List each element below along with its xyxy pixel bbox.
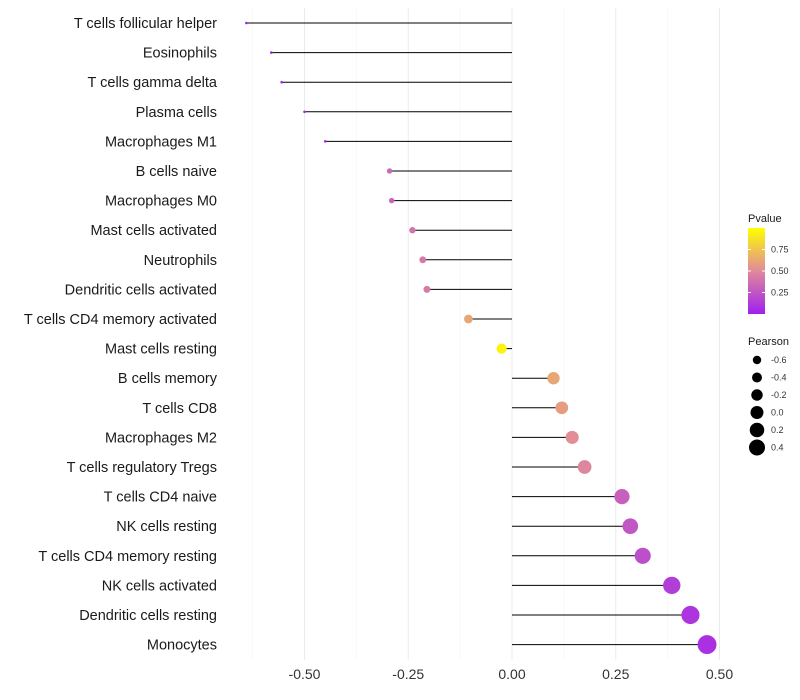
category-label: B cells naive [136, 164, 217, 180]
pearson-legend-dot [749, 422, 765, 438]
x-tick-label: 0.25 [602, 666, 629, 682]
category-label: NK cells resting [116, 519, 217, 535]
category-label: Monocytes [147, 638, 217, 654]
data-point [614, 488, 630, 505]
category-label: Eosinophils [143, 46, 217, 62]
data-point [423, 285, 431, 293]
stems [246, 22, 708, 646]
pearson-legend-label: 0.0 [771, 408, 784, 418]
pearson-legend-dot [748, 439, 766, 456]
category-label: T cells CD4 memory resting [38, 549, 217, 565]
category-label: T cells CD4 naive [104, 490, 217, 506]
category-label: B cells memory [118, 371, 218, 387]
category-label: Dendritic cells resting [79, 608, 217, 624]
pearson-legend-label: -0.4 [771, 373, 787, 383]
pearson-legend-label: -0.2 [771, 390, 787, 400]
category-label: Macrophages M1 [105, 134, 217, 150]
category-label: NK cells activated [102, 578, 217, 594]
data-point [555, 401, 569, 415]
data-point [245, 21, 248, 25]
data-point [634, 547, 651, 564]
data-point [409, 227, 416, 234]
data-point [547, 372, 560, 385]
category-label: Plasma cells [136, 105, 217, 121]
category-label: T cells CD4 memory activated [24, 312, 217, 328]
data-point [386, 168, 393, 174]
category-label: T cells regulatory Tregs [67, 460, 217, 476]
category-label: Dendritic cells activated [65, 282, 217, 298]
category-label: Mast cells activated [90, 223, 217, 239]
data-point [270, 51, 273, 54]
data-point [303, 110, 306, 114]
data-point [323, 140, 327, 143]
category-label: Macrophages M2 [105, 430, 217, 446]
data-point [622, 518, 639, 535]
category-label: Mast cells resting [105, 342, 217, 358]
category-labels: T cells follicular helper Eosinophils T ce… [24, 16, 218, 654]
pvalue-legend-label: 0.50 [771, 266, 789, 276]
x-tick-label: 0.00 [498, 666, 525, 682]
pearson-legend: Pearson -0.6 -0.4 -0.2 0.0 0.2 0.4 [748, 336, 789, 456]
data-point [697, 635, 717, 655]
category-label: Macrophages M0 [105, 194, 217, 210]
pearson-legend-dot [751, 389, 763, 401]
pearson-legend-label: 0.2 [771, 425, 784, 435]
data-point [388, 197, 395, 204]
pearson-legend-label: -0.6 [771, 355, 787, 365]
data-point [464, 314, 473, 324]
pearson-legend-label: 0.4 [771, 443, 784, 453]
x-tick-label: 0.50 [706, 666, 733, 682]
x-tick-label: -0.25 [392, 666, 424, 682]
category-label: T cells follicular helper [74, 16, 217, 32]
pvalue-legend-label: 0.75 [771, 245, 789, 255]
data-point [577, 460, 592, 474]
x-axis-ticks: -0.50 -0.25 0.00 0.25 0.50 [289, 666, 734, 682]
category-label: T cells CD8 [142, 401, 217, 417]
pearson-legend-dot [752, 355, 762, 365]
grid-lines [252, 8, 720, 660]
pearson-legend-dot [752, 372, 762, 383]
data-point [565, 430, 579, 444]
pvalue-colorbar [748, 228, 765, 314]
pearson-legend-title: Pearson [748, 336, 789, 348]
data-point [663, 576, 681, 595]
category-label: Neutrophils [144, 253, 217, 269]
data-point [681, 605, 700, 625]
pvalue-legend-title: Pvalue [748, 213, 782, 225]
pearson-legend-dot [750, 406, 764, 419]
pvalue-legend: Pvalue 0.25 0.50 0.75 [748, 213, 789, 314]
data-point [280, 80, 283, 84]
x-tick-label: -0.50 [289, 666, 321, 682]
pvalue-legend-label: 0.25 [771, 288, 789, 298]
points [245, 21, 717, 655]
data-point [419, 256, 427, 264]
data-point [496, 343, 507, 354]
category-label: T cells gamma delta [88, 75, 218, 91]
